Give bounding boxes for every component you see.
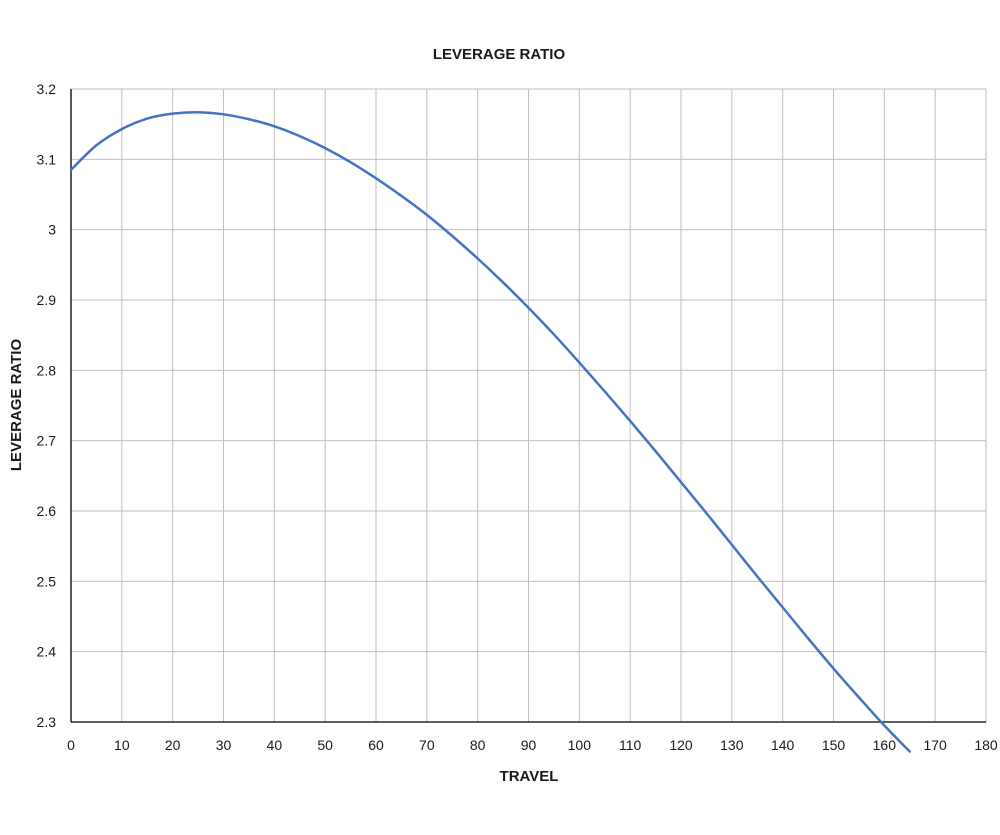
- x-tick-label: 30: [216, 737, 232, 753]
- x-tick-label: 150: [822, 737, 846, 753]
- y-tick-label: 2.4: [37, 644, 57, 660]
- y-tick-label: 2.7: [37, 433, 57, 449]
- y-tick-label: 2.3: [37, 714, 57, 730]
- horizontal-gridlines: [71, 88, 986, 653]
- y-tick-label: 2.9: [37, 292, 57, 308]
- x-tick-label: 40: [267, 737, 283, 753]
- series-group: [69, 110, 911, 753]
- x-tick-label: 80: [470, 737, 486, 753]
- vertical-gridlines: [121, 89, 987, 722]
- leverage-ratio-series-line: [69, 110, 911, 753]
- x-tick-label: 180: [974, 737, 998, 753]
- x-tick-label: 20: [165, 737, 181, 753]
- y-tick-label: 3: [48, 222, 56, 238]
- x-tick-label: 140: [771, 737, 795, 753]
- y-tick-label: 2.5: [37, 573, 57, 589]
- x-tick-label: 60: [368, 737, 384, 753]
- x-tick-labels: 0 10 20 30 40 50 60 70 80 90 100 110 120 130 140 150 160…: [67, 737, 998, 753]
- chart-title: LEVERAGE RATIO: [433, 46, 566, 63]
- axes: [70, 89, 986, 723]
- y-axis-title: LEVERAGE RATIO: [8, 339, 25, 472]
- x-tick-label: 50: [317, 737, 333, 753]
- x-axis-title: TRAVEL: [500, 768, 559, 785]
- y-tick-label: 3.2: [37, 81, 57, 97]
- y-tick-label: 2.8: [37, 362, 57, 378]
- x-tick-label: 10: [114, 737, 130, 753]
- x-tick-label: 70: [419, 737, 435, 753]
- y-tick-label: 2.6: [37, 503, 57, 519]
- x-tick-label: 90: [521, 737, 537, 753]
- x-tick-label: 110: [619, 737, 642, 753]
- x-tick-label: 130: [720, 737, 744, 753]
- y-tick-label: 3.1: [37, 151, 57, 167]
- x-tick-label: 170: [923, 737, 947, 753]
- x-tick-label: 120: [669, 737, 693, 753]
- y-tick-labels: 2.3 2.4 2.5 2.6 2.7 2.8 2.9 3 3.1 3.2: [37, 81, 57, 730]
- x-tick-label: 100: [568, 737, 592, 753]
- x-tick-label: 160: [873, 737, 897, 753]
- x-tick-label: 0: [67, 737, 75, 753]
